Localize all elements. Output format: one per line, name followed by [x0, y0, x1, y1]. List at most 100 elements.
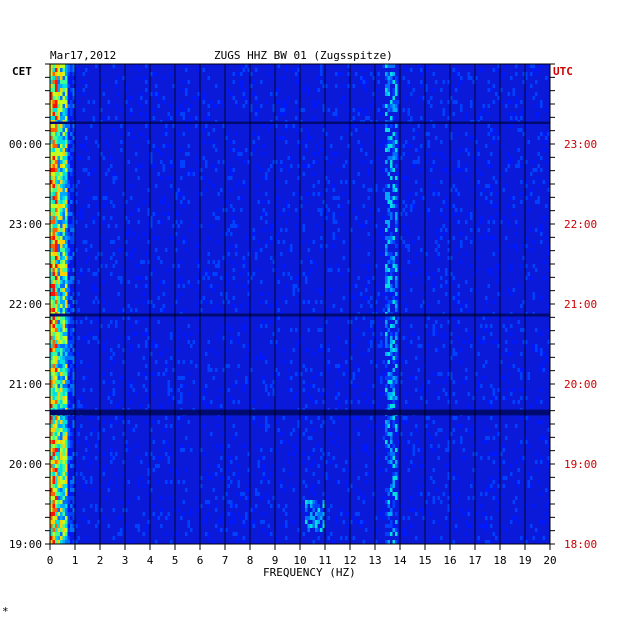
- spectrogram-cell: [347, 84, 350, 88]
- spectrogram-cell: [120, 532, 123, 536]
- spectrogram-cell: [72, 340, 75, 344]
- spectrogram-cell: [510, 352, 513, 356]
- spectrogram-cell: [395, 532, 398, 536]
- spectrogram-cell: [470, 240, 473, 244]
- spectrogram-cell: [397, 172, 400, 176]
- spectrogram-cell: [277, 428, 280, 432]
- spectrogram-cell: [52, 448, 55, 452]
- spectrogram-cell: [55, 272, 58, 276]
- spectrogram-cell: [100, 508, 103, 512]
- spectrogram-cell: [345, 512, 348, 516]
- spectrogram-cell: [440, 372, 443, 376]
- spectrogram-cell: [67, 124, 70, 128]
- spectrogram-cell: [127, 232, 130, 236]
- spectrogram-cell: [517, 164, 520, 168]
- spectrogram-cell: [532, 96, 535, 100]
- spectrogram-cell: [237, 196, 240, 200]
- spectrogram-cell: [390, 256, 393, 260]
- spectrogram-cell: [300, 340, 303, 344]
- spectrogram-cell: [320, 236, 323, 240]
- spectrogram-cell: [82, 376, 85, 380]
- spectrogram-cell: [67, 216, 70, 220]
- spectrogram-cell: [137, 372, 140, 376]
- right-time-label: 23:00: [564, 138, 597, 151]
- spectrogram-cell: [312, 540, 315, 544]
- spectrogram-cell: [392, 108, 395, 112]
- spectrogram-cell: [492, 460, 495, 464]
- spectrogram-cell: [495, 180, 498, 184]
- spectrogram-cell: [355, 128, 358, 132]
- spectrogram-cell: [275, 204, 278, 208]
- spectrogram-cell: [62, 376, 65, 380]
- spectrogram-cell: [60, 204, 63, 208]
- spectrogram-cell: [207, 464, 210, 468]
- spectrogram-cell: [542, 520, 545, 524]
- spectrogram-cell: [137, 220, 140, 224]
- spectrogram-cell: [122, 76, 125, 80]
- spectrogram-cell: [167, 388, 170, 392]
- spectrogram-cell: [50, 96, 53, 100]
- spectrogram-cell: [55, 328, 58, 332]
- spectrogram-cell: [70, 344, 73, 348]
- spectrogram-cell: [295, 100, 298, 104]
- spectrogram-cell: [442, 200, 445, 204]
- spectrogram-cell: [530, 188, 533, 192]
- spectrogram-cell: [415, 440, 418, 444]
- spectrogram-cell: [422, 96, 425, 100]
- spectrogram-cell: [57, 104, 60, 108]
- spectrogram-cell: [402, 420, 405, 424]
- spectrogram-cell: [65, 404, 68, 408]
- spectrogram-cell: [67, 208, 70, 212]
- spectrogram-cell: [182, 480, 185, 484]
- spectrogram-cell: [62, 180, 65, 184]
- spectrogram-cell: [450, 156, 453, 160]
- spectrogram-cell: [437, 456, 440, 460]
- spectrogram-cell: [225, 348, 228, 352]
- spectrogram-cell: [285, 200, 288, 204]
- spectrogram-cell: [365, 128, 368, 132]
- spectrogram-cell: [472, 424, 475, 428]
- spectrogram-cell: [130, 112, 133, 116]
- spectrogram-cell: [507, 100, 510, 104]
- spectrogram-cell: [507, 92, 510, 96]
- spectrogram-cell: [407, 232, 410, 236]
- spectrogram-cell: [462, 448, 465, 452]
- spectrogram-cell: [52, 500, 55, 504]
- spectrogram-cell: [227, 512, 230, 516]
- spectrogram-cell: [392, 528, 395, 532]
- spectrogram-cell: [57, 248, 60, 252]
- spectrogram-cell: [395, 360, 398, 364]
- spectrogram-cell: [50, 440, 53, 444]
- spectrogram-cell: [150, 272, 153, 276]
- spectrogram-cell: [527, 140, 530, 144]
- spectrogram-cell: [242, 104, 245, 108]
- spectrogram-cell: [440, 212, 443, 216]
- spectrogram-cell: [52, 456, 55, 460]
- spectrogram-cell: [275, 340, 278, 344]
- spectrogram-cell: [92, 300, 95, 304]
- spectrogram-cell: [70, 432, 73, 436]
- spectrogram-cell: [410, 92, 413, 96]
- spectrogram-cell: [377, 208, 380, 212]
- spectrogram-cell: [65, 504, 68, 508]
- spectrogram-cell: [467, 308, 470, 312]
- spectrogram-cell: [262, 376, 265, 380]
- spectrogram-cell: [177, 424, 180, 428]
- spectrogram-cell: [277, 196, 280, 200]
- spectrogram-cell: [60, 152, 63, 156]
- spectrogram-cell: [52, 496, 55, 500]
- spectrogram-cell: [77, 404, 80, 408]
- spectrogram-cell: [215, 496, 218, 500]
- spectrogram-cell: [67, 444, 70, 448]
- spectrogram-cell: [52, 540, 55, 544]
- spectrogram-cell: [170, 116, 173, 120]
- spectrogram-cell: [67, 400, 70, 404]
- spectrogram-cell: [50, 104, 53, 108]
- spectrogram-cell: [147, 464, 150, 468]
- spectrogram-cell: [62, 392, 65, 396]
- spectrogram-cell: [70, 184, 73, 188]
- spectrogram-cell: [477, 536, 480, 540]
- spectrogram-cell: [452, 204, 455, 208]
- spectrogram-cell: [57, 160, 60, 164]
- spectrogram-cell: [515, 232, 518, 236]
